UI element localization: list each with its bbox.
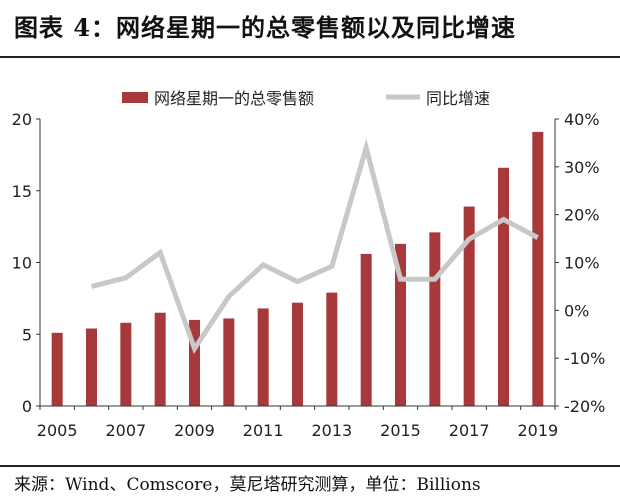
x-tick-label: 2019: [517, 421, 558, 440]
bar: [189, 319, 200, 406]
right-tick-label: 30%: [564, 158, 600, 177]
bar: [86, 328, 97, 406]
axes: 0 5 10 15 20 -20% -10% 0% 10% 20% 30% 40% 2005 2007 20…: [12, 110, 606, 440]
bar: [51, 332, 63, 406]
bar: [120, 322, 132, 406]
right-tick-label: 10%: [564, 254, 600, 273]
bar: [429, 232, 441, 406]
legend-line-label: 同比增速: [426, 89, 490, 108]
left-tick-label: 10: [12, 254, 32, 273]
x-tick-label: 2005: [37, 421, 78, 440]
x-tick-label: 2007: [105, 421, 146, 440]
bar: [395, 243, 406, 406]
right-tick-label: 20%: [564, 206, 600, 225]
bar: [326, 292, 338, 406]
bar: [532, 131, 544, 407]
legend-bar-swatch: [122, 92, 148, 103]
left-tick-label: 0: [22, 397, 32, 416]
left-tick-label: 20: [12, 110, 32, 129]
right-tick-label: -10%: [564, 349, 605, 368]
x-tick-label: 2009: [174, 421, 215, 440]
bottom-rule: [0, 465, 620, 467]
x-tick-label: 2017: [449, 421, 490, 440]
bar-series: [51, 131, 544, 407]
top-rule: [0, 56, 620, 58]
right-tick-label: 0%: [564, 301, 589, 320]
growth-line: [90, 138, 540, 355]
right-tick-label: -20%: [564, 397, 605, 416]
bar: [292, 302, 303, 406]
bar: [498, 167, 509, 406]
bar: [154, 312, 166, 406]
figure-title: 图表 4：网络星期一的总零售额以及同比增速: [14, 13, 517, 42]
line-series: [90, 138, 540, 355]
right-tick-label: 40%: [564, 110, 600, 129]
x-tick-label: 2013: [311, 421, 352, 440]
left-tick-label: 15: [12, 182, 32, 201]
bar: [257, 308, 269, 406]
legend: 网络星期一的总零售额 同比增速: [122, 89, 490, 108]
bar: [223, 318, 235, 406]
bar: [463, 206, 475, 406]
x-tick-label: 2011: [243, 421, 284, 440]
x-tick-label: 2015: [380, 421, 421, 440]
left-tick-label: 5: [22, 325, 32, 344]
legend-bar-label: 网络星期一的总零售额: [154, 89, 314, 108]
bar: [360, 253, 372, 406]
source-note: 来源：Wind、Comscore，莫尼塔研究测算，单位：Billions: [14, 475, 481, 495]
